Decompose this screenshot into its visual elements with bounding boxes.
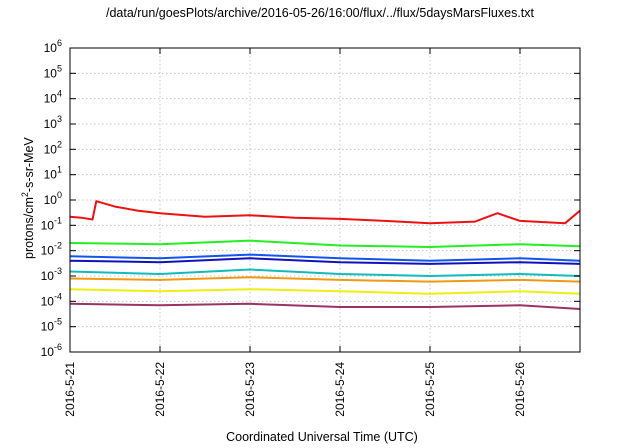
x-tick-label: 2016-5-25 bbox=[423, 362, 437, 417]
y-tick-base: 10 bbox=[41, 218, 55, 232]
y-axis-label: protons/cm2-s-sr-MeV bbox=[20, 108, 36, 288]
y-axis-label-suffix: -s-sr-MeV bbox=[22, 137, 37, 193]
y-tick-label: 10-3 bbox=[41, 266, 62, 283]
y-tick-label: 10-5 bbox=[41, 317, 62, 334]
x-tick-label: 2016-5-24 bbox=[333, 362, 347, 417]
y-tick-base: 10 bbox=[44, 193, 58, 207]
series-line-5 bbox=[69, 268, 581, 277]
y-tick-base: 10 bbox=[41, 294, 55, 308]
y-tick-label: 10-4 bbox=[41, 291, 62, 308]
y-tick-label: 10-6 bbox=[41, 342, 62, 359]
y-tick-label: 10-1 bbox=[41, 215, 62, 232]
y-tick-base: 10 bbox=[44, 41, 58, 55]
y-tick-exponent: 3 bbox=[57, 114, 62, 124]
y-tick-label: 106 bbox=[44, 38, 62, 55]
y-tick-base: 10 bbox=[41, 244, 55, 258]
y-tick-base: 10 bbox=[41, 345, 55, 359]
y-tick-exponent: -5 bbox=[54, 317, 62, 327]
x-tick-label: 2016-5-23 bbox=[243, 362, 257, 417]
x-axis-label: Coordinated Universal Time (UTC) bbox=[226, 430, 418, 444]
y-tick-exponent: -1 bbox=[54, 215, 62, 225]
x-tick-label: 2016-5-21 bbox=[63, 362, 77, 417]
series-line-6 bbox=[69, 276, 581, 283]
y-tick-label: 103 bbox=[44, 114, 62, 131]
x-tick-label: 2016-5-22 bbox=[153, 362, 167, 417]
y-axis-label-prefix: protons/cm bbox=[22, 197, 37, 259]
y-tick-label: 101 bbox=[44, 165, 62, 182]
series-line-4 bbox=[69, 257, 581, 265]
series-line-3 bbox=[69, 253, 581, 262]
y-tick-label: 100 bbox=[44, 190, 62, 207]
y-tick-base: 10 bbox=[44, 142, 58, 156]
series-line-2 bbox=[69, 239, 581, 248]
series-line-1 bbox=[69, 200, 581, 225]
y-tick-label: 104 bbox=[44, 89, 62, 106]
y-tick-label: 105 bbox=[44, 63, 62, 80]
y-tick-exponent: -4 bbox=[54, 291, 62, 301]
y-tick-exponent: 0 bbox=[57, 190, 62, 200]
series-line-7 bbox=[69, 288, 581, 295]
series-lines bbox=[69, 200, 581, 310]
y-tick-label: 10-2 bbox=[41, 241, 62, 258]
y-tick-exponent: 2 bbox=[57, 139, 62, 149]
y-tick-exponent: 4 bbox=[57, 89, 62, 99]
series-line-8 bbox=[69, 302, 581, 310]
y-tick-exponent: 1 bbox=[57, 165, 62, 175]
y-tick-base: 10 bbox=[44, 92, 58, 106]
y-tick-exponent: -6 bbox=[54, 342, 62, 352]
y-axis-label-sup: 2 bbox=[19, 192, 30, 198]
y-tick-exponent: -2 bbox=[54, 241, 62, 251]
y-tick-exponent: -3 bbox=[54, 266, 62, 276]
y-tick-base: 10 bbox=[44, 168, 58, 182]
y-tick-base: 10 bbox=[41, 320, 55, 334]
y-tick-base: 10 bbox=[44, 117, 58, 131]
y-tick-base: 10 bbox=[44, 66, 58, 80]
y-tick-exponent: 6 bbox=[57, 38, 62, 48]
chart-title: /data/run/goesPlots/archive/2016-05-26/1… bbox=[105, 6, 534, 20]
axis-ticks: 10-610-510-410-310-210-11001011021031041… bbox=[41, 38, 580, 417]
x-tick-label: 2016-5-26 bbox=[513, 362, 527, 417]
y-tick-label: 102 bbox=[44, 139, 62, 156]
y-tick-exponent: 5 bbox=[57, 63, 62, 73]
y-tick-base: 10 bbox=[41, 269, 55, 283]
grid-lines bbox=[70, 48, 580, 352]
